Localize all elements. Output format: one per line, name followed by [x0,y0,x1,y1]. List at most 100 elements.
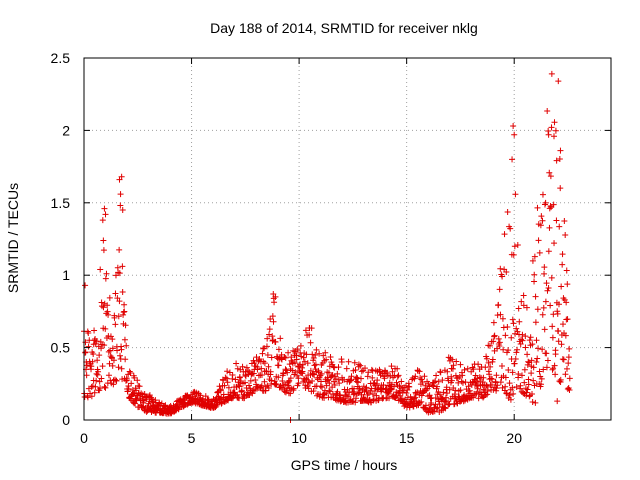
data-point [501,231,508,238]
data-point [389,368,396,375]
data-point [263,343,270,350]
data-point [112,321,119,328]
data-point [325,376,332,383]
data-point [224,379,231,386]
data-point [520,302,527,309]
data-point [548,274,555,281]
data-point [433,372,440,379]
x-tick-labels: 0 5 10 15 20 [80,430,522,446]
data-point [282,366,289,373]
data-point [251,359,258,366]
data-point [566,345,573,352]
data-point [273,381,280,388]
data-point [130,390,137,397]
data-point [457,361,464,368]
data-point [288,357,295,364]
data-point [518,336,525,343]
data-point [106,360,113,367]
data-point [512,191,519,198]
data-point [272,293,279,300]
data-point [493,372,500,379]
data-point [507,396,514,403]
data-point [531,271,538,278]
data-point [104,308,111,315]
data-point [549,366,556,373]
data-point [327,388,334,395]
data-point [534,204,541,211]
data-point [441,404,448,411]
data-point [299,361,306,368]
data-point [312,352,319,359]
data-point [123,377,130,384]
data-point [565,360,572,367]
data-point [440,389,447,396]
data-point [398,378,405,385]
data-point [113,377,120,384]
data-point [491,333,498,340]
x-tick-label: 5 [188,430,196,446]
data-point [126,368,133,375]
data-point [86,337,93,344]
data-point [509,156,516,163]
y-tick-label: 0 [62,412,70,428]
data-point [510,390,517,397]
data-point [448,373,455,380]
data-point [122,356,129,363]
data-point [551,119,558,126]
data-point [238,387,245,394]
data-point [556,378,563,385]
data-point [470,394,477,401]
data-point [259,350,266,357]
data-point [109,362,116,369]
data-point [282,354,289,361]
data-point [83,362,90,369]
data-point [525,358,532,365]
data-point [146,392,153,399]
data-point [267,368,274,375]
data-point [555,338,562,345]
data-point [504,209,511,216]
data-point [442,399,449,406]
data-point [374,377,381,384]
data-point [510,251,517,258]
data-point [555,328,562,335]
data-point [499,315,506,322]
data-point [537,222,544,229]
data-point [554,308,561,315]
data-point [357,362,364,369]
data-point [511,131,518,138]
data-point [494,312,501,319]
data-point [277,335,284,342]
data-point [100,237,107,244]
data-point [292,369,299,376]
data-point [525,376,532,383]
data-point [243,364,250,371]
data-point [335,364,342,371]
data-point [287,390,294,397]
data-point [293,356,300,363]
data-point [258,365,265,372]
data-point [480,374,487,381]
data-point [494,382,501,389]
data-point [421,373,428,380]
data-point [294,346,301,353]
data-point [549,323,556,330]
data-point [229,371,236,378]
data-point [362,365,369,372]
data-point [117,202,124,209]
data-point [291,360,298,367]
data-point [504,324,511,331]
data-point [515,370,522,377]
data-point [547,203,554,210]
data-point [352,367,359,374]
data-point [101,383,108,390]
data-point [251,387,258,394]
data-point [252,377,259,384]
data-point [279,378,286,385]
data-point [386,395,393,402]
data-point [331,382,338,389]
data-point [427,395,434,402]
data-point [548,70,555,77]
data-point [310,388,317,395]
data-point [119,263,126,270]
